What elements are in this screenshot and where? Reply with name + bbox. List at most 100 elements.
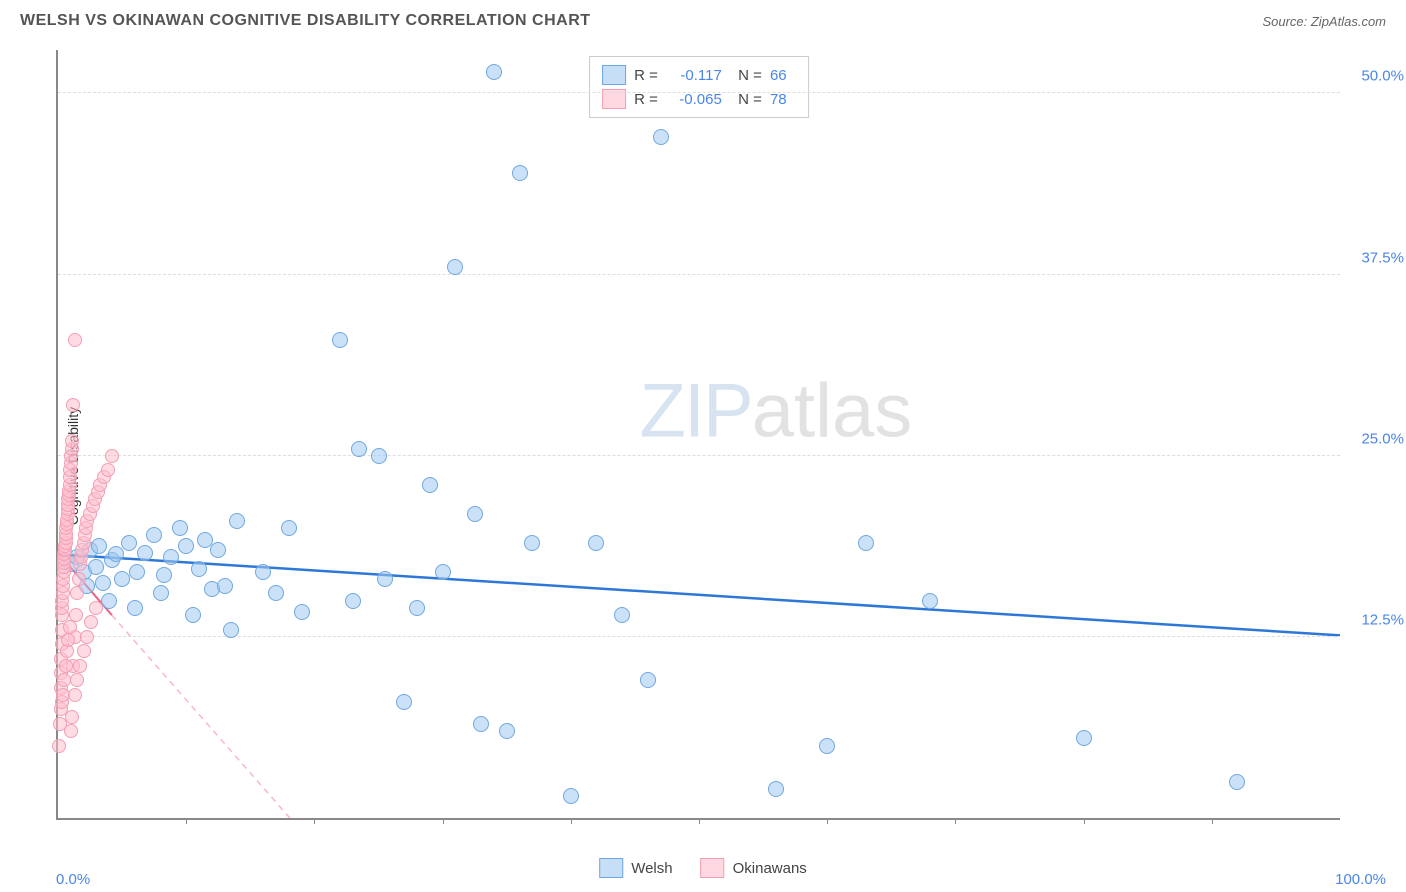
swatch-pink-icon (701, 858, 725, 878)
point-welsh (156, 567, 172, 583)
point-okinawan (89, 601, 103, 615)
x-tick (571, 818, 572, 824)
legend-welsh: Welsh (599, 858, 672, 878)
point-welsh (223, 622, 239, 638)
legend-welsh-label: Welsh (631, 860, 672, 877)
point-welsh (435, 564, 451, 580)
stat-n-label: N = (730, 67, 762, 84)
point-okinawan (68, 688, 82, 702)
bottom-legend: Welsh Okinawans (599, 858, 807, 878)
point-welsh (640, 672, 656, 688)
point-welsh (127, 600, 143, 616)
point-welsh (768, 781, 784, 797)
point-okinawan (101, 463, 115, 477)
trend-lines (58, 50, 1340, 818)
point-welsh (588, 535, 604, 551)
point-welsh (377, 571, 393, 587)
point-welsh (653, 129, 669, 145)
point-welsh (91, 538, 107, 554)
point-welsh (1229, 774, 1245, 790)
point-okinawan (77, 644, 91, 658)
point-welsh (217, 578, 233, 594)
swatch-blue-icon (602, 65, 626, 85)
point-welsh (281, 520, 297, 536)
point-welsh (229, 513, 245, 529)
point-welsh (172, 520, 188, 536)
stat-r-welsh: -0.117 (666, 67, 722, 84)
point-welsh (108, 546, 124, 562)
gridline (58, 92, 1340, 93)
point-welsh (819, 738, 835, 754)
point-welsh (95, 575, 111, 591)
stat-r-label: R = (634, 67, 658, 84)
point-welsh (210, 542, 226, 558)
x-tick (699, 818, 700, 824)
point-welsh (294, 604, 310, 620)
x-tick (443, 818, 444, 824)
point-welsh (185, 607, 201, 623)
point-welsh (467, 506, 483, 522)
point-okinawan (73, 659, 87, 673)
point-okinawan (105, 449, 119, 463)
y-tick-label: 25.0% (1348, 430, 1404, 447)
chart-title: WELSH VS OKINAWAN COGNITIVE DISABILITY C… (20, 12, 591, 30)
source-attribution: Source: ZipAtlas.com (1262, 14, 1386, 29)
point-okinawan (68, 333, 82, 347)
plot-area: ZIPatlas R = -0.117 N = 66 R = -0.065 N … (56, 50, 1340, 820)
point-welsh (499, 723, 515, 739)
watermark: ZIPatlas (640, 367, 913, 454)
point-welsh (121, 535, 137, 551)
point-welsh (114, 571, 130, 587)
point-welsh (371, 448, 387, 464)
point-welsh (409, 600, 425, 616)
point-okinawan (61, 633, 75, 647)
x-tick (314, 818, 315, 824)
y-tick-label: 12.5% (1348, 611, 1404, 628)
x-tick (1084, 818, 1085, 824)
stats-legend: R = -0.117 N = 66 R = -0.065 N = 78 (589, 56, 809, 118)
point-welsh (191, 561, 207, 577)
point-okinawan (80, 630, 94, 644)
point-welsh (153, 585, 169, 601)
point-welsh (922, 593, 938, 609)
point-welsh (88, 559, 104, 575)
point-welsh (345, 593, 361, 609)
point-okinawan (70, 673, 84, 687)
point-welsh (858, 535, 874, 551)
point-welsh (129, 564, 145, 580)
point-welsh (101, 593, 117, 609)
point-okinawan (65, 434, 79, 448)
point-welsh (396, 694, 412, 710)
point-welsh (178, 538, 194, 554)
x-tick (955, 818, 956, 824)
gridline (58, 455, 1340, 456)
point-okinawan (66, 398, 80, 412)
chart-container: Cognitive Disability ZIPatlas R = -0.117… (20, 46, 1386, 886)
stat-n-welsh: 66 (770, 67, 796, 84)
gridline (58, 274, 1340, 275)
point-okinawan (84, 615, 98, 629)
point-welsh (332, 332, 348, 348)
gridline (58, 636, 1340, 637)
y-tick-label: 37.5% (1348, 249, 1404, 266)
point-okinawan (63, 620, 77, 634)
point-welsh (563, 788, 579, 804)
y-tick-label: 50.0% (1348, 68, 1404, 85)
x-tick (1212, 818, 1213, 824)
legend-okinawans-label: Okinawans (733, 860, 807, 877)
legend-okinawans: Okinawans (701, 858, 807, 878)
point-okinawan (72, 572, 86, 586)
point-okinawan (65, 710, 79, 724)
point-okinawan (52, 739, 66, 753)
point-welsh (255, 564, 271, 580)
point-welsh (351, 441, 367, 457)
point-welsh (447, 259, 463, 275)
point-welsh (146, 527, 162, 543)
point-welsh (137, 545, 153, 561)
x-axis-min: 0.0% (56, 871, 90, 888)
point-welsh (512, 165, 528, 181)
swatch-blue-icon (599, 858, 623, 878)
stats-row-welsh: R = -0.117 N = 66 (602, 63, 796, 87)
stats-row-okinawan: R = -0.065 N = 78 (602, 87, 796, 111)
point-okinawan (64, 724, 78, 738)
